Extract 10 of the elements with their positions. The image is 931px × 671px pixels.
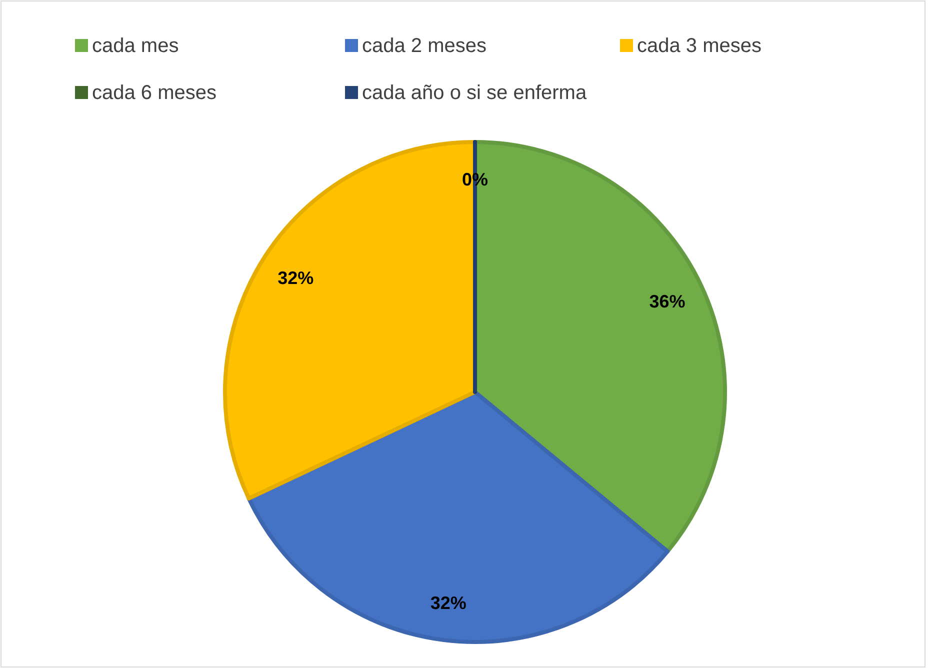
legend-label: cada mes	[92, 35, 179, 57]
data-label: 36%	[649, 292, 686, 312]
data-label: 32%	[278, 268, 314, 288]
data-label: 32%	[430, 592, 466, 613]
legend-label: cada año o si se enferma	[362, 82, 588, 104]
legend-label: cada 6 meses	[92, 82, 217, 104]
text: 0%	[462, 170, 488, 190]
pie-slice	[246, 390, 670, 644]
legend-label: cada 2 meses	[362, 35, 487, 57]
legend-label: cada 3 meses	[637, 35, 762, 57]
